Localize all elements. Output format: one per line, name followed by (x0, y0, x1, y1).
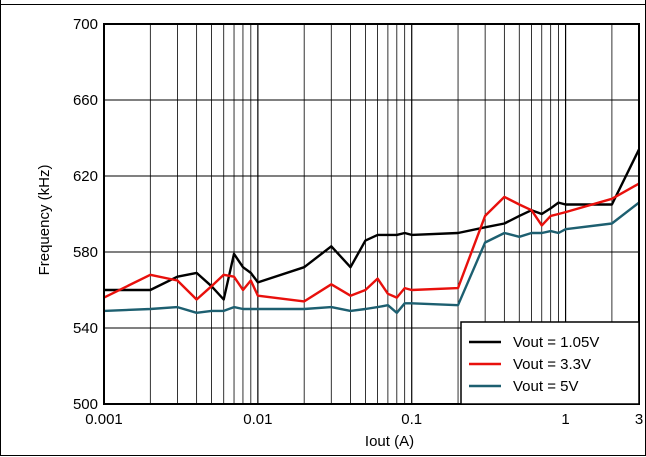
legend-label: Vout = 5V (513, 378, 578, 395)
x-axis-label: Iout (A) (365, 433, 414, 450)
y-tick-label: 660 (73, 92, 98, 109)
x-tick-label: 0.01 (243, 411, 272, 428)
x-tick-label: 0.001 (85, 411, 123, 428)
x-tick-label: 0.1 (401, 411, 422, 428)
y-tick-label: 540 (73, 320, 98, 337)
y-tick-label: 580 (73, 244, 98, 261)
legend: Vout = 1.05V Vout = 3.3V Vout = 5V (461, 322, 639, 404)
legend-label: Vout = 3.3V (513, 356, 591, 373)
y-axis-label: Frequency (kHz) (36, 165, 53, 276)
y-tick-label: 500 (73, 396, 98, 413)
x-tick-label: 3 (635, 411, 643, 428)
y-tick-label: 700 (73, 16, 98, 33)
legend-label: Vout = 1.05V (513, 334, 599, 351)
y-tick-label: 620 (73, 168, 98, 185)
x-tick-label: 1 (561, 411, 569, 428)
